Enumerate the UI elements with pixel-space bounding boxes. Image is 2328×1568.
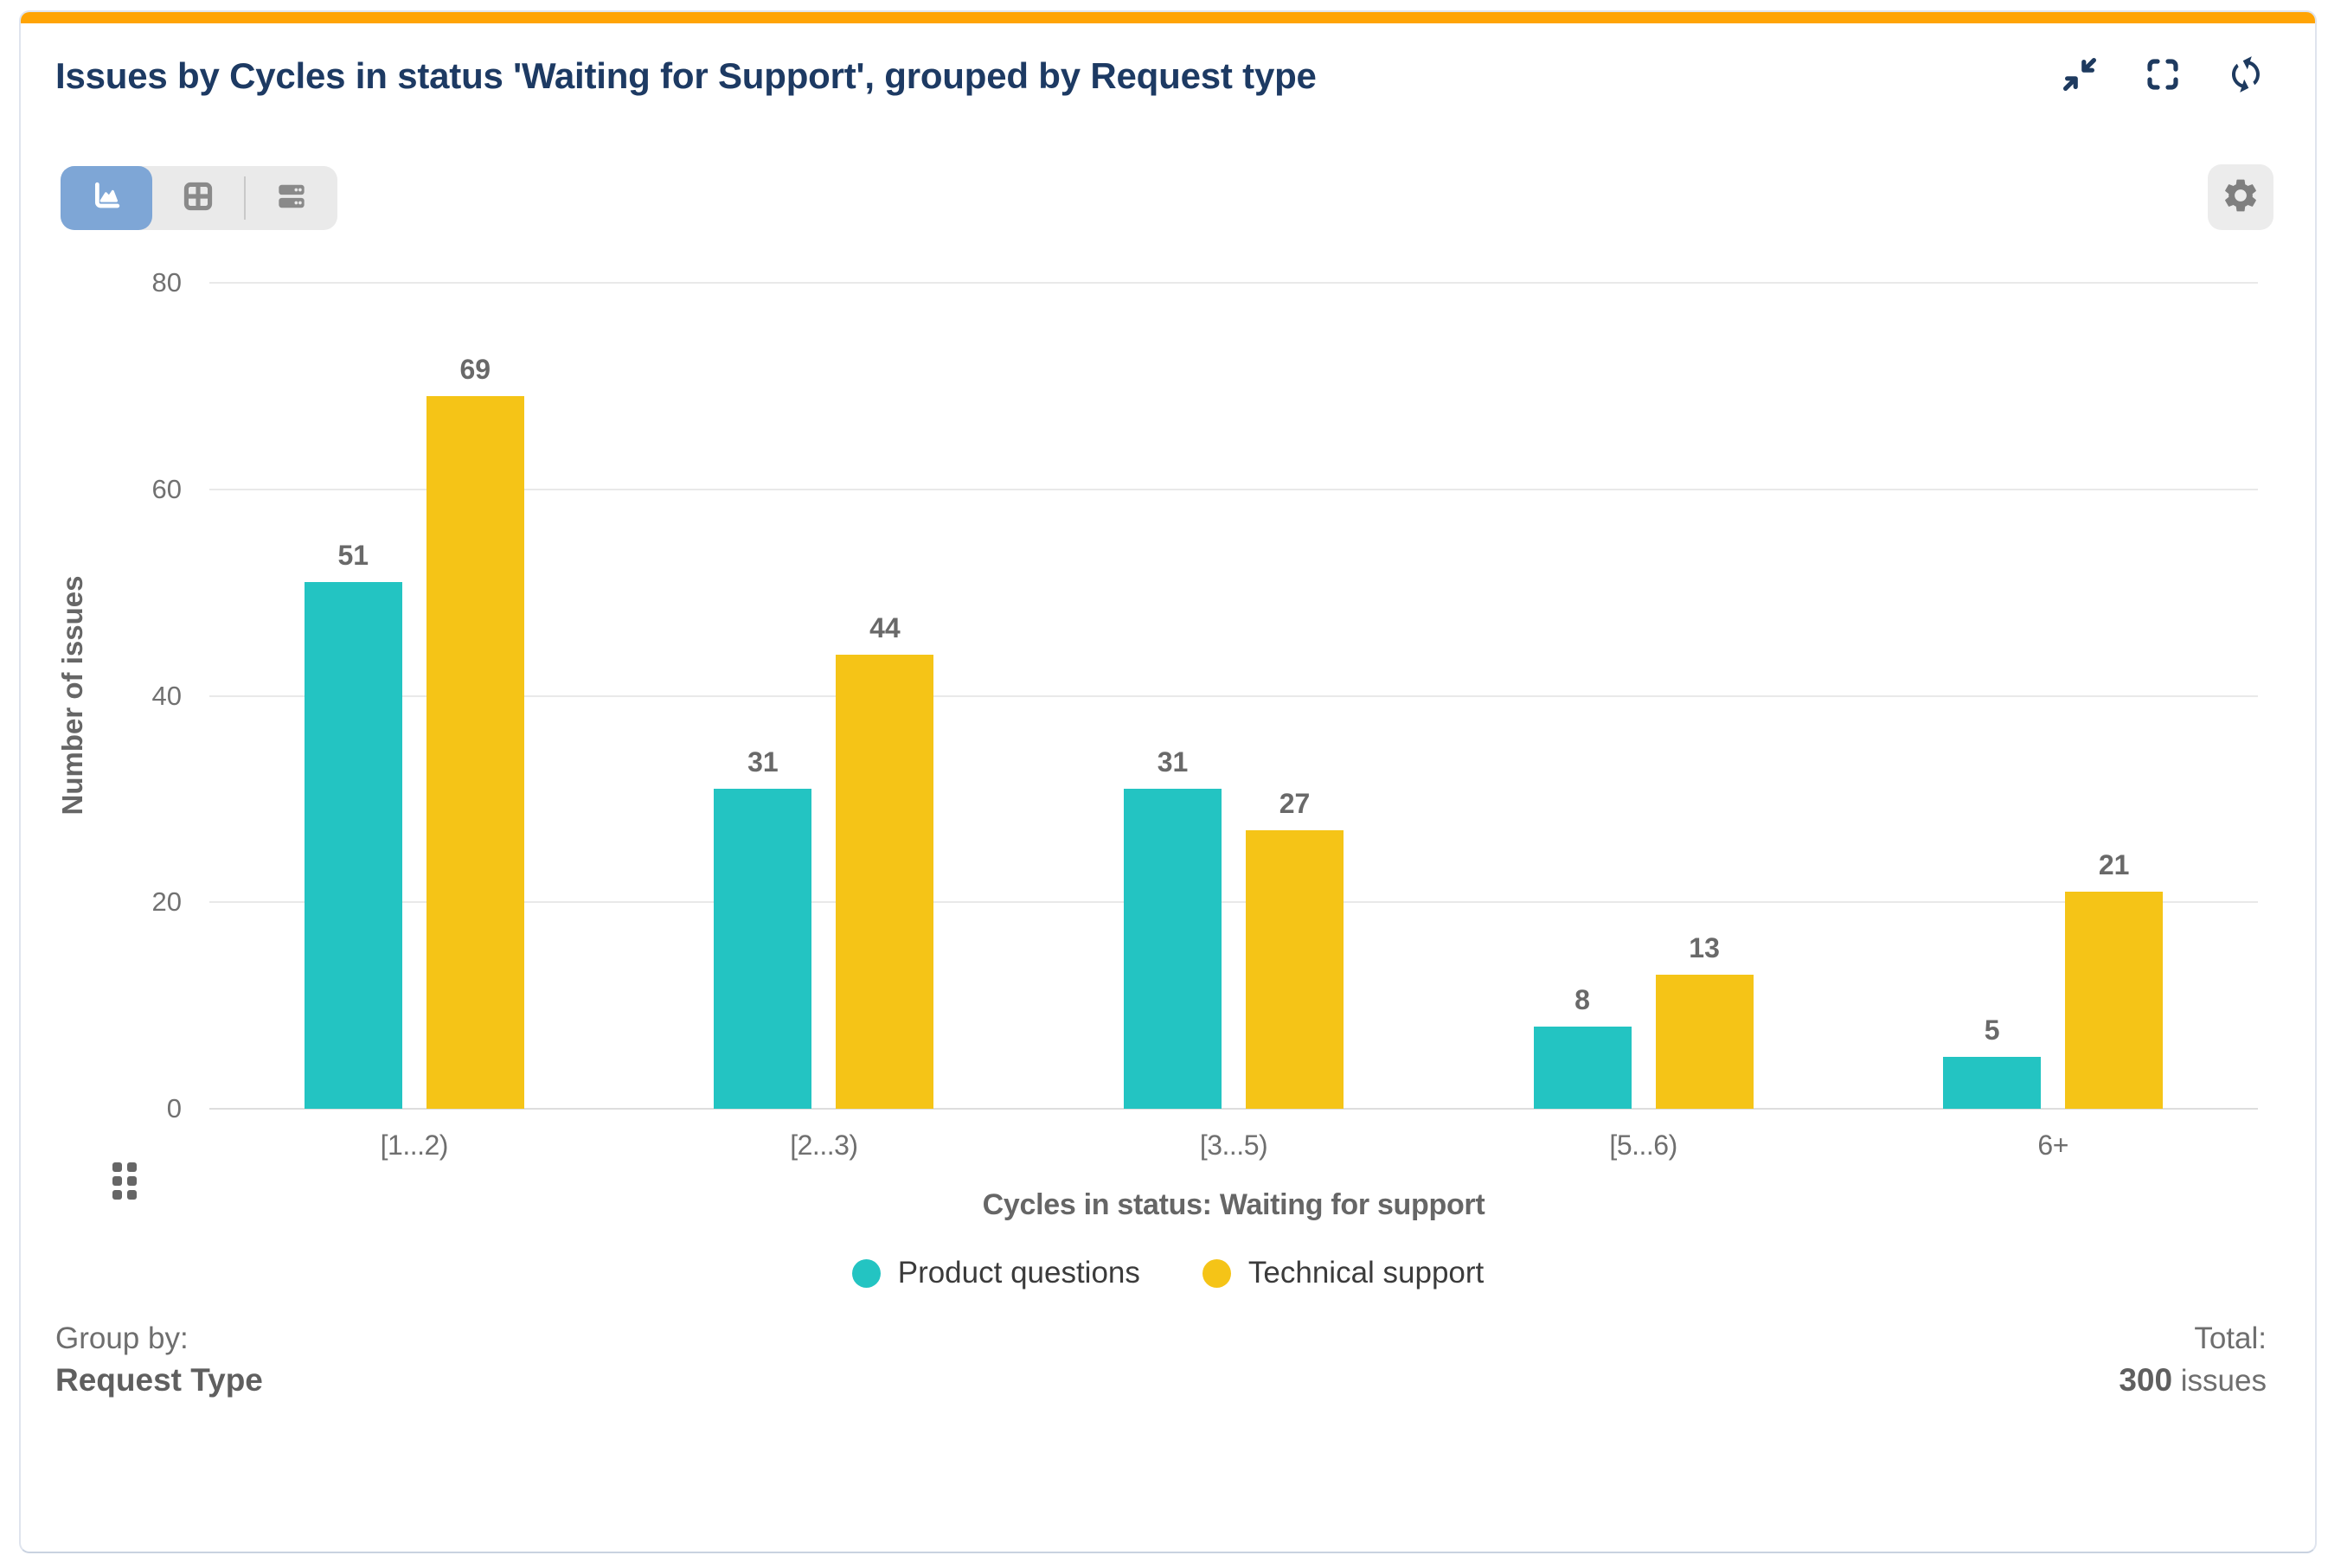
x-category-label: [2...3) (790, 1130, 858, 1161)
fullscreen-icon[interactable] (2142, 54, 2184, 95)
rows-view-icon (273, 177, 311, 220)
total-value: 300 (2119, 1362, 2173, 1398)
toolbar-divider (244, 176, 246, 220)
gridline (209, 282, 2258, 284)
category-labels: [1...2) [2...3) [3...5) [5...6) 6+ (209, 1130, 2258, 1162)
total-info: Total: 300 issues (2119, 1318, 2267, 1402)
bar-value-label: 31 (747, 746, 779, 778)
x-category-label: [1...2) (380, 1130, 449, 1161)
bar-value-label: 5 (1984, 1014, 2000, 1046)
chart-view-button[interactable] (61, 166, 152, 230)
bar-value-label: 44 (869, 611, 901, 643)
group-by-info: Group by: Request Type (55, 1318, 263, 1402)
legend-item-product-questions[interactable]: Product questions (851, 1256, 1140, 1290)
bar-product-questions[interactable]: 31 (714, 746, 812, 1109)
bar-technical-support[interactable]: 69 (426, 354, 524, 1109)
total-label: Total: (2194, 1322, 2267, 1355)
bar-group: 31 27 (1029, 283, 1439, 1109)
table-view-icon (179, 177, 217, 220)
bar-group: 8 13 (1439, 283, 1849, 1109)
gridline (209, 488, 2258, 490)
x-category-label: [3...5) (1199, 1130, 1268, 1161)
y-tick-label: 0 (166, 1093, 182, 1123)
y-tick-label: 60 (151, 473, 182, 504)
x-category-label: 6+ (2037, 1130, 2068, 1161)
y-axis-title: Number of issues (56, 575, 88, 816)
collapse-icon[interactable] (2059, 54, 2100, 95)
bar-group: 51 69 (209, 283, 619, 1109)
legend-item-technical-support[interactable]: Technical support (1202, 1256, 1484, 1290)
bar-group: 5 21 (1848, 283, 2258, 1109)
bar-technical-support[interactable]: 21 (2065, 849, 2164, 1109)
group-by-value: Request Type (55, 1362, 263, 1398)
bar-value-label: 8 (1574, 983, 1590, 1015)
legend-label: Technical support (1247, 1256, 1485, 1290)
total-value-line: 300 issues (2119, 1359, 2267, 1402)
bar-value-label: 69 (459, 354, 491, 386)
chart-view-icon (87, 177, 125, 220)
legend: Product questions Technical support (21, 1256, 2315, 1290)
bar-technical-support[interactable]: 44 (836, 612, 934, 1109)
gridline (209, 694, 2258, 697)
y-tick-label: 20 (151, 886, 182, 918)
drag-handle-icon[interactable] (112, 1162, 137, 1200)
bar-value-label: 27 (1279, 787, 1311, 819)
plot-area: 0 20 40 60 80 51 69 31 44 31 27 8 13 5 21 (152, 267, 2258, 1123)
x-axis-title: Cycles in status: Waiting for support (982, 1188, 1485, 1221)
bar-product-questions[interactable]: 5 (1943, 1014, 2042, 1109)
bar-group: 31 44 (619, 283, 1029, 1109)
gridline (209, 901, 2258, 904)
view-switcher (61, 166, 337, 230)
bar-technical-support[interactable]: 13 (1655, 932, 1754, 1109)
gadget-card: Issues by Cycles in status 'Waiting for … (19, 10, 2317, 1553)
bar-product-questions[interactable]: 51 (304, 540, 402, 1109)
bar-product-questions[interactable]: 8 (1533, 984, 1632, 1109)
bar-product-questions[interactable]: 31 (1123, 746, 1222, 1109)
header-actions (2059, 54, 2267, 95)
total-unit: issues (2180, 1364, 2267, 1398)
legend-marker-icon (851, 1258, 881, 1288)
legend-marker-icon (1202, 1258, 1231, 1288)
bar-value-label: 21 (2098, 849, 2130, 881)
y-tick-label: 80 (151, 267, 182, 298)
gridline (209, 1108, 2258, 1110)
bar-value-label: 13 (1689, 931, 1720, 963)
refresh-icon[interactable] (2225, 54, 2267, 95)
y-tick-label: 40 (151, 680, 182, 711)
bar-technical-support[interactable]: 27 (1245, 788, 1344, 1109)
rows-view-button[interactable] (246, 166, 337, 230)
gear-icon (2221, 176, 2261, 220)
accent-top-bar (21, 12, 2315, 23)
x-category-label: [5...6) (1609, 1130, 1677, 1161)
settings-button[interactable] (2208, 164, 2273, 230)
bar-value-label: 51 (337, 540, 369, 572)
gadget-title: Issues by Cycles in status 'Waiting for … (55, 55, 1317, 96)
bar-value-label: 31 (1157, 746, 1189, 778)
table-view-button[interactable] (152, 166, 244, 230)
legend-label: Product questions (897, 1256, 1140, 1290)
group-by-label: Group by: (55, 1322, 189, 1355)
bar-groups: 51 69 31 44 31 27 8 13 5 21 (209, 283, 2258, 1109)
